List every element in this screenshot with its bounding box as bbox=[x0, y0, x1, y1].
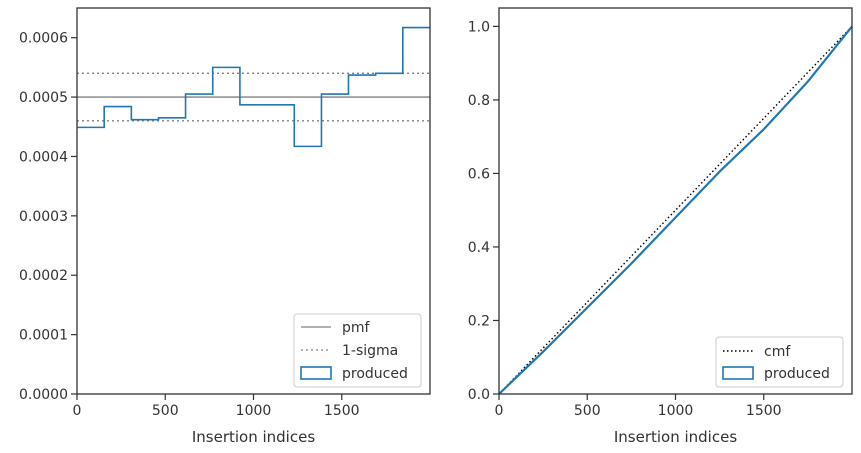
y-tick-label: 0.0002 bbox=[19, 268, 68, 284]
y-tick-label: 0.0001 bbox=[19, 328, 68, 344]
legend-sigma-label: 1-sigma bbox=[342, 343, 398, 359]
produced-cumulative-line bbox=[498, 25, 853, 395]
x-tick-label: 500 bbox=[152, 403, 179, 419]
y-tick-label: 0.0 bbox=[468, 387, 490, 403]
legend-box bbox=[715, 336, 844, 388]
plot-frame bbox=[76, 7, 431, 395]
x-tick-label: 500 bbox=[574, 403, 601, 419]
y-tick-label: 0.2 bbox=[468, 313, 490, 329]
legend: cmf produced bbox=[715, 336, 844, 388]
y-tick-label: 0.4 bbox=[468, 240, 490, 256]
legend-produced-swatch bbox=[300, 366, 332, 380]
legend: pmf 1-sigma produced bbox=[293, 313, 422, 388]
legend-produced-label: produced bbox=[764, 366, 830, 382]
legend-box bbox=[293, 313, 422, 388]
x-axis-label: Insertion indices bbox=[614, 428, 737, 446]
x-tick-label: 0 bbox=[73, 403, 82, 419]
y-tick-label: 1.0 bbox=[468, 19, 490, 35]
x-tick-label: 0 bbox=[495, 403, 504, 419]
x-axis-label: Insertion indices bbox=[192, 428, 315, 446]
y-tick-label: 0.0003 bbox=[19, 209, 68, 225]
x-tick-label: 1000 bbox=[236, 403, 272, 419]
legend-cmf-label: cmf bbox=[764, 344, 791, 360]
y-tick-label: 0.6 bbox=[468, 166, 490, 182]
left-chart-panel: 0 500 1000 1500 0.0000 0.0001 0.0002 0.0003 0.00… bbox=[19, 7, 431, 446]
legend-pmf-label: pmf bbox=[342, 320, 371, 336]
produced-histogram-step bbox=[77, 26, 430, 148]
legend-produced-label: produced bbox=[342, 366, 408, 382]
x-tick-label: 1000 bbox=[658, 403, 694, 419]
x-tick-label: 1500 bbox=[324, 403, 360, 419]
y-tick-label: 0.0000 bbox=[19, 387, 68, 403]
right-chart-panel: 0 500 1000 1500 0.0 0.2 0.4 0.6 0.8 1.0 Insertion … bbox=[468, 7, 853, 446]
x-tick-label: 1500 bbox=[746, 403, 782, 419]
y-tick-label: 0.0006 bbox=[19, 31, 68, 47]
y-tick-label: 0.0004 bbox=[19, 149, 68, 165]
y-tick-label: 0.0005 bbox=[19, 90, 68, 106]
legend-produced-swatch bbox=[722, 366, 754, 380]
y-tick-label: 0.8 bbox=[468, 93, 490, 109]
cmf-line bbox=[498, 25, 853, 395]
plot-frame bbox=[498, 7, 853, 395]
